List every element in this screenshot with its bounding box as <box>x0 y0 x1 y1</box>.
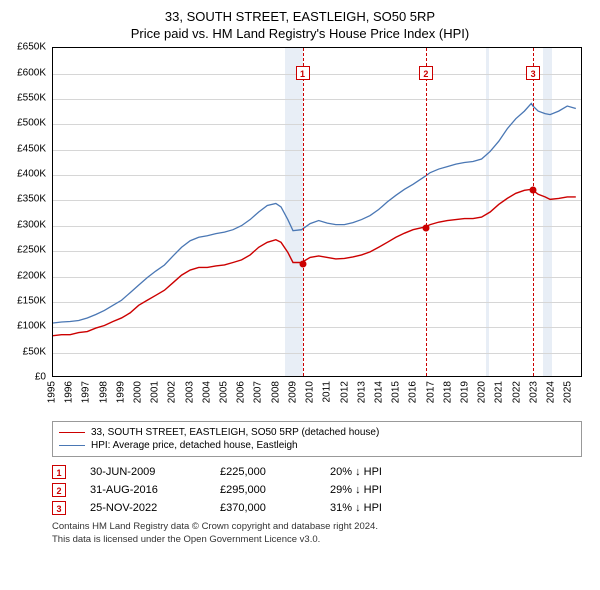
x-tick-label: 1996 <box>64 381 75 403</box>
sale-row: 1 30-JUN-2009£225,00020% ↓ HPI <box>52 463 582 481</box>
x-tick-label: 2002 <box>167 381 178 403</box>
x-tick-label: 2008 <box>270 381 281 403</box>
footer-line-1: Contains HM Land Registry data © Crown c… <box>52 521 590 533</box>
y-tick-label: £150K <box>17 296 46 307</box>
y-tick-label: £600K <box>17 67 46 78</box>
chart-area: £0 £50K £100K £150K £200K £250K £300K £350K £400… <box>10 47 590 417</box>
x-tick-label: 2019 <box>459 381 470 403</box>
sales-table: 1 30-JUN-2009£225,00020% ↓ HPI 2 31-AUG-201… <box>52 463 582 517</box>
x-tick-label: 1998 <box>98 381 109 403</box>
x-tick-label: 2018 <box>442 381 453 403</box>
footer-attribution: Contains HM Land Registry data © Crown c… <box>52 521 590 546</box>
sale-row-badge: 1 <box>52 465 66 479</box>
x-tick-label: 2011 <box>322 381 333 403</box>
x-tick-label: 2020 <box>477 381 488 403</box>
legend-label: 33, SOUTH STREET, EASTLEIGH, SO50 5RP (d… <box>91 427 379 438</box>
sale-dot <box>299 260 306 267</box>
sale-date: 31-AUG-2016 <box>90 484 220 496</box>
x-tick-label: 2024 <box>546 381 557 403</box>
sale-price: £370,000 <box>220 502 330 514</box>
x-tick-label: 2017 <box>425 381 436 403</box>
y-tick-label: £300K <box>17 219 46 230</box>
y-tick-label: £400K <box>17 169 46 180</box>
x-tick-label: 2015 <box>391 381 402 403</box>
legend-swatch <box>59 432 85 433</box>
legend-row: 33, SOUTH STREET, EASTLEIGH, SO50 5RP (d… <box>59 426 575 439</box>
x-axis: 1995199619971998199920002001200220032004… <box>52 379 582 417</box>
sale-marker-badge: 2 <box>419 66 433 80</box>
y-tick-label: £350K <box>17 194 46 205</box>
x-tick-label: 2003 <box>184 381 195 403</box>
y-tick-label: £0 <box>35 372 46 383</box>
sale-delta: 29% ↓ HPI <box>330 484 582 496</box>
chart-subtitle: Price paid vs. HM Land Registry's House … <box>10 26 590 41</box>
legend-box: 33, SOUTH STREET, EASTLEIGH, SO50 5RP (d… <box>52 421 582 457</box>
sale-price: £225,000 <box>220 466 330 478</box>
sale-row: 2 31-AUG-2016£295,00029% ↓ HPI <box>52 481 582 499</box>
plot-area: 1 2 3 <box>52 47 582 377</box>
y-tick-label: £450K <box>17 143 46 154</box>
x-tick-label: 2001 <box>150 381 161 403</box>
chart-title: 33, SOUTH STREET, EASTLEIGH, SO50 5RP <box>10 8 590 26</box>
sale-row: 3 25-NOV-2022£370,00031% ↓ HPI <box>52 499 582 517</box>
x-tick-label: 2007 <box>253 381 264 403</box>
x-tick-label: 1997 <box>81 381 92 403</box>
sale-vline <box>426 48 427 376</box>
x-tick-label: 2006 <box>236 381 247 403</box>
line-chart-svg <box>53 48 581 376</box>
x-tick-label: 2016 <box>408 381 419 403</box>
y-tick-label: £100K <box>17 321 46 332</box>
x-tick-label: 2013 <box>356 381 367 403</box>
x-tick-label: 1995 <box>47 381 58 403</box>
sale-marker-badge: 3 <box>526 66 540 80</box>
x-tick-label: 2000 <box>133 381 144 403</box>
y-tick-label: £500K <box>17 118 46 129</box>
chart-container: 33, SOUTH STREET, EASTLEIGH, SO50 5RP Pr… <box>0 0 600 552</box>
y-tick-label: £200K <box>17 270 46 281</box>
x-tick-label: 2022 <box>511 381 522 403</box>
legend-label: HPI: Average price, detached house, East… <box>91 440 298 451</box>
x-tick-label: 2005 <box>219 381 230 403</box>
sale-date: 30-JUN-2009 <box>90 466 220 478</box>
y-tick-label: £550K <box>17 92 46 103</box>
x-tick-label: 2004 <box>201 381 212 403</box>
x-tick-label: 2025 <box>563 381 574 403</box>
series-line-price_paid <box>53 190 576 336</box>
x-tick-label: 2014 <box>373 381 384 403</box>
y-axis: £0£50K£100K£150K£200K£250K£300K£350K£400… <box>10 47 50 377</box>
y-tick-label: £50K <box>23 346 46 357</box>
y-tick-label: £650K <box>17 42 46 53</box>
sale-date: 25-NOV-2022 <box>90 502 220 514</box>
series-line-hpi <box>53 104 576 324</box>
x-tick-label: 2009 <box>287 381 298 403</box>
footer-line-2: This data is licensed under the Open Gov… <box>52 534 590 546</box>
sale-marker-badge: 1 <box>296 66 310 80</box>
x-tick-label: 1999 <box>115 381 126 403</box>
x-tick-label: 2021 <box>494 381 505 403</box>
x-tick-label: 2023 <box>528 381 539 403</box>
legend-row: HPI: Average price, detached house, East… <box>59 439 575 452</box>
legend-swatch <box>59 445 85 446</box>
sale-dot <box>530 187 537 194</box>
x-tick-label: 2012 <box>339 381 350 403</box>
sale-delta: 31% ↓ HPI <box>330 502 582 514</box>
sale-vline <box>303 48 304 376</box>
sale-price: £295,000 <box>220 484 330 496</box>
sale-row-badge: 3 <box>52 501 66 515</box>
sale-delta: 20% ↓ HPI <box>330 466 582 478</box>
y-tick-label: £250K <box>17 245 46 256</box>
sale-dot <box>422 225 429 232</box>
sale-row-badge: 2 <box>52 483 66 497</box>
x-tick-label: 2010 <box>305 381 316 403</box>
sale-vline <box>533 48 534 376</box>
